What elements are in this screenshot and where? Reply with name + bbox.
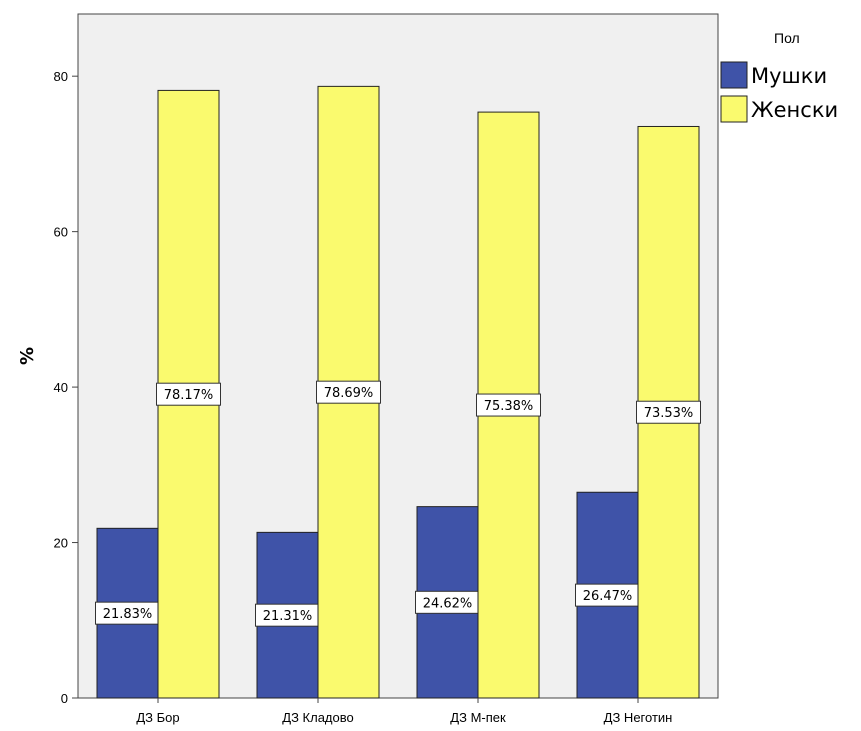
y-tick-label: 0 xyxy=(61,691,68,706)
x-tick-label: ДЗ Бор xyxy=(136,710,179,725)
y-tick-label: 60 xyxy=(54,225,68,240)
y-tick-label: 20 xyxy=(54,536,68,551)
data-label: 78.17% xyxy=(164,388,214,403)
y-tick-label: 40 xyxy=(54,380,68,395)
y-tick-label: 80 xyxy=(54,69,68,84)
x-tick-label: ДЗ Неготин xyxy=(604,710,673,725)
legend-swatch xyxy=(720,95,748,123)
legend-label: Мушки xyxy=(751,64,827,88)
legend-label: Женски xyxy=(751,98,838,122)
legend-title: Пол xyxy=(774,30,800,46)
data-label: 73.53% xyxy=(644,406,694,421)
data-label: 21.83% xyxy=(103,607,153,622)
data-label: 78.69% xyxy=(324,386,374,401)
x-tick-label: ДЗ Кладово xyxy=(282,710,353,725)
data-label-box xyxy=(156,382,221,406)
data-label-box xyxy=(636,400,701,424)
x-tick-label: ДЗ М-пек xyxy=(450,710,506,725)
data-label: 26.47% xyxy=(583,589,633,604)
data-label-box xyxy=(316,380,381,404)
data-label: 24.62% xyxy=(423,596,473,611)
data-label: 21.31% xyxy=(263,609,313,624)
legend-swatch xyxy=(720,61,748,89)
y-axis-label: % xyxy=(17,347,38,365)
data-label-box xyxy=(476,393,541,417)
data-label: 75.38% xyxy=(484,399,534,414)
